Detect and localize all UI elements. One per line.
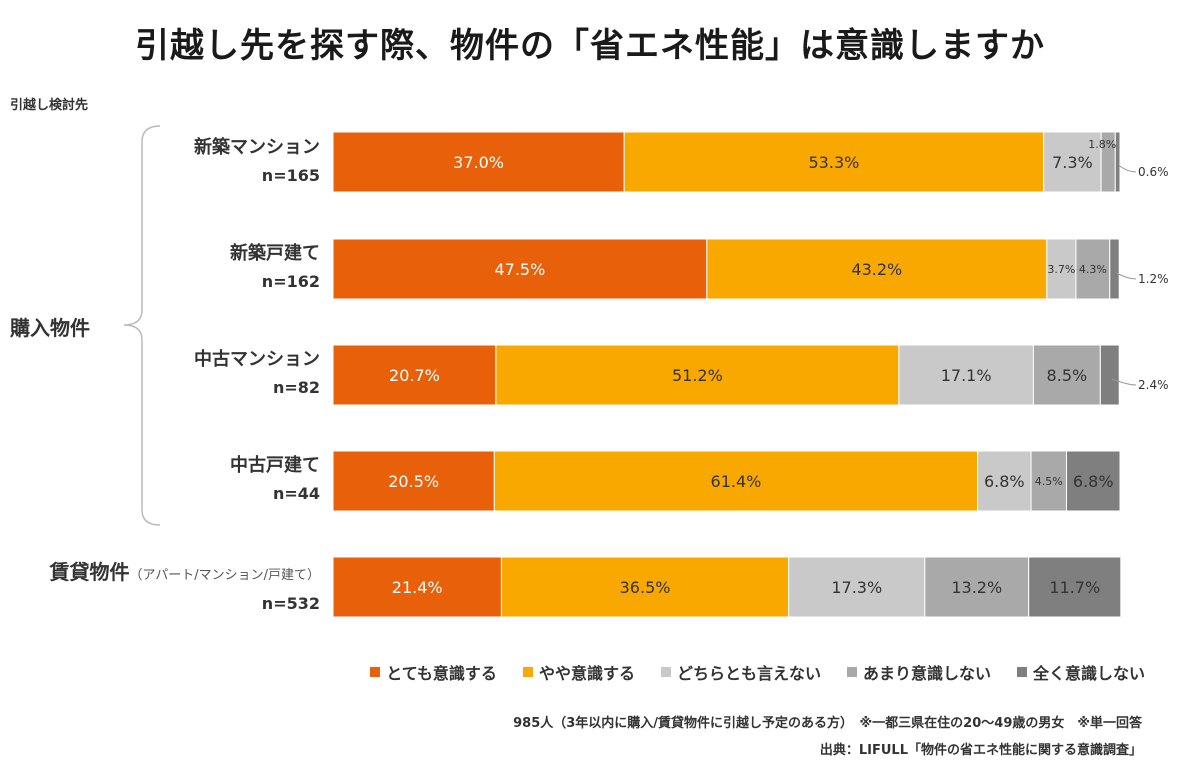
sample-note: 985人（3年以内に購入/賃貸物件に引越し予定のある方） ※一都三県在住の20〜…	[513, 716, 1142, 731]
data-label: 21.4%	[392, 578, 443, 597]
category-n: n=165	[261, 166, 320, 185]
category-label: 新築マンション n=165	[100, 134, 320, 190]
axis-caption: 引越し検討先	[10, 98, 89, 113]
legend-label: とても意識する	[386, 664, 497, 683]
legend-item: あまり意識しない	[846, 660, 991, 684]
bar-segment	[1109, 238, 1120, 300]
data-label: 37.0%	[453, 153, 504, 172]
stacked-bar-chart: 37.0% 53.3% 7.3% 1.8% 0.6% 47.5% 43.2% 3.7% 4.3%…	[332, 131, 1169, 618]
data-label: 6.8%	[1073, 472, 1114, 491]
data-label: 3.7%	[1047, 263, 1075, 276]
category-label-rental: 賃貸物件（アパート/マンション/戸建て） n=532	[10, 558, 321, 618]
category-label: 新築戸建て n=162	[100, 240, 320, 296]
group-brace	[123, 125, 160, 526]
bar-segment	[495, 344, 900, 406]
legend-swatch	[522, 667, 533, 677]
legend-item: 全く意識しない	[1016, 660, 1145, 684]
category-name: 中古マンション	[194, 349, 320, 370]
category-name: 中古戸建て	[230, 455, 320, 476]
bar-segment	[1075, 238, 1111, 300]
data-label: 36.5%	[620, 578, 671, 597]
legend-label: あまり意識しない	[862, 664, 991, 683]
category-n: n=532	[261, 594, 320, 613]
leader-line	[1119, 165, 1137, 173]
leader-line	[1111, 378, 1137, 386]
data-label: 2.4%	[1138, 378, 1169, 392]
bar-segment	[1114, 131, 1121, 193]
bar-segment	[1028, 556, 1122, 618]
legend-label: やや意識する	[538, 664, 635, 683]
source-note: 出典：LIFULL「物件の省エネ性能に関する意識調査」	[819, 743, 1142, 758]
category-name: 賃貸物件	[49, 560, 130, 584]
bar-segment	[493, 450, 979, 512]
legend-item: やや意識する	[522, 660, 635, 684]
data-label: 7.3%	[1052, 153, 1093, 172]
data-label: 20.7%	[389, 366, 440, 385]
legend-swatch	[660, 667, 671, 677]
bar-segment	[332, 238, 708, 300]
chart-title: 引越し先を探す際、物件の「省エネ性能」は意識しますか	[135, 26, 1045, 66]
legend-label: 全く意識しない	[1032, 664, 1145, 683]
legend-label: どちらとも言えない	[676, 664, 821, 683]
bar-segment	[332, 131, 625, 193]
data-label: 43.2%	[851, 260, 902, 279]
data-label: 1.8%	[1088, 138, 1116, 151]
bar-segment	[898, 344, 1034, 406]
category-n: n=44	[272, 484, 320, 503]
bar-segment	[1065, 450, 1121, 512]
data-label: 4.3%	[1079, 263, 1107, 276]
legend-swatch	[370, 667, 381, 677]
category-name: 新築マンション	[194, 137, 320, 158]
bar-segment	[788, 556, 926, 618]
legend-item: とても意識する	[370, 660, 497, 684]
category-label: 中古マンション n=82	[100, 346, 320, 402]
data-label: 6.8%	[984, 472, 1025, 491]
data-label: 53.3%	[809, 153, 860, 172]
data-label: 13.2%	[951, 578, 1002, 597]
data-label: 8.5%	[1047, 366, 1088, 385]
data-label: 4.5%	[1035, 475, 1063, 488]
data-label: 47.5%	[494, 260, 545, 279]
data-label: 11.7%	[1049, 578, 1100, 597]
category-subtitle: （アパート/マンション/戸建て）	[129, 568, 321, 583]
category-n: n=162	[261, 272, 320, 291]
bar-segment	[500, 556, 790, 618]
category-n: n=82	[272, 378, 320, 397]
legend-swatch	[846, 667, 857, 677]
group-label-purchase: 購入物件	[10, 316, 90, 340]
data-label: 61.4%	[711, 472, 762, 491]
category-name: 新築戸建て	[230, 243, 320, 264]
leader-line	[1116, 272, 1137, 280]
data-label: 51.2%	[672, 366, 723, 385]
data-label: 17.1%	[941, 366, 992, 385]
bar-segment	[332, 450, 495, 512]
bar-segment	[924, 556, 1030, 618]
data-label: 17.3%	[831, 578, 882, 597]
bar-segment	[623, 131, 1045, 193]
legend-item: どちらとも言えない	[660, 660, 821, 684]
data-label: 1.2%	[1138, 272, 1169, 286]
bar-segment	[332, 344, 497, 406]
data-label: 0.6%	[1138, 165, 1169, 179]
category-label: 中古戸建て n=44	[100, 452, 320, 508]
data-label: 20.5%	[388, 472, 439, 491]
bar-segment	[706, 238, 1048, 300]
legend: とても意識する やや意識する どちらとも言えない あまり意識しない 全く意識しな…	[0, 660, 1145, 684]
bar-segment	[1030, 450, 1067, 512]
bar-segment	[1032, 344, 1101, 406]
bar-segment	[1043, 131, 1102, 193]
bar-segment	[332, 556, 502, 618]
legend-swatch	[1016, 667, 1027, 677]
bar-segment	[1099, 344, 1120, 406]
